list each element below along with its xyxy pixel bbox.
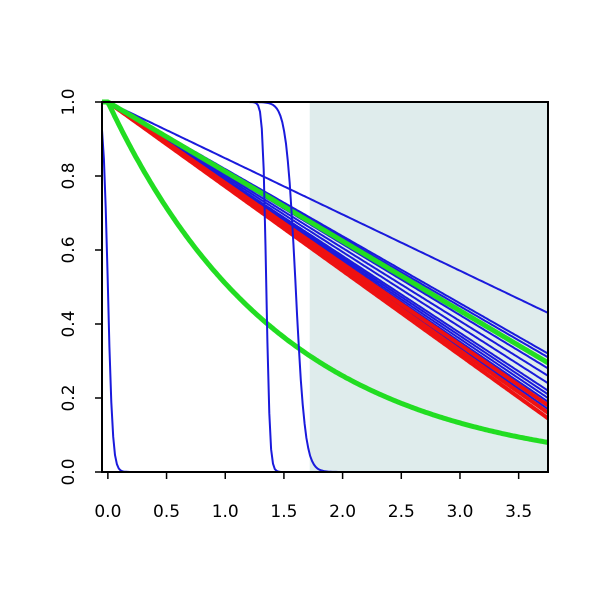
x-tick-label: 0.5 [153, 502, 180, 522]
series-line-blue-0 [102, 101, 549, 314]
x-tick-label: 3.0 [446, 502, 473, 522]
x-tick-label: 2.5 [388, 502, 415, 522]
y-tick-label: 0.6 [59, 236, 79, 263]
plot-frame [101, 101, 549, 473]
shaded-region [309, 102, 548, 472]
y-tick-label: 1.0 [59, 88, 79, 115]
y-tick-label: 0.8 [59, 162, 79, 189]
y-tick-label: 0.0 [59, 458, 79, 485]
x-tick-label: 1.0 [212, 502, 239, 522]
series-line-green-15 [101, 99, 550, 366]
x-tick-label: 2.0 [329, 502, 356, 522]
x-tick-label: 1.5 [270, 502, 297, 522]
series-line-green-16 [101, 99, 549, 445]
x-tick-label: 3.5 [505, 502, 532, 522]
y-tick-label: 0.4 [59, 310, 79, 337]
series-line-red-14 [101, 100, 550, 421]
y-tick-label: 0.2 [59, 384, 79, 411]
axis-layer: 0.0 0.5 1.0 1.5 2.0 2.5 3.0 3.5 0.0 0.2 0.4 0.6 0.8 1… [59, 88, 549, 522]
x-tick-label: 0.0 [94, 502, 121, 522]
